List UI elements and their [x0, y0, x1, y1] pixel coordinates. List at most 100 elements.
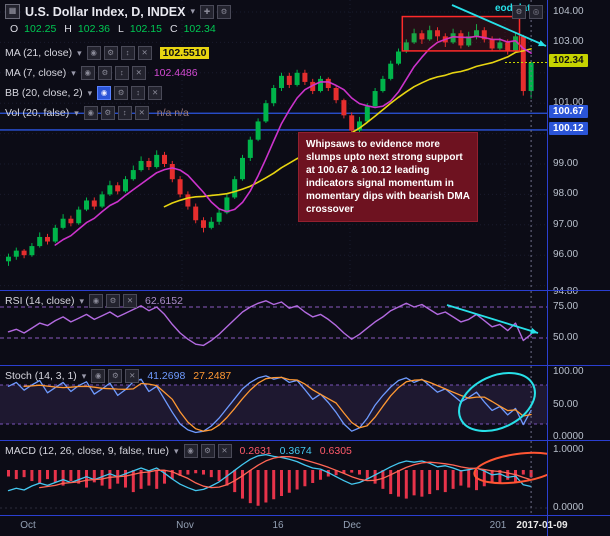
- rsi-arrow[interactable]: [446, 304, 539, 334]
- gear-icon[interactable]: ⚙: [103, 46, 118, 60]
- price-axis[interactable]: 104.00 103.00 101.00 99.00 98.00 97.00 96.00 94…: [548, 0, 610, 536]
- open-value: 102.25: [24, 23, 57, 35]
- stoch-d-line: [23, 376, 532, 432]
- close-icon[interactable]: ✕: [122, 294, 137, 308]
- chevron-down-icon[interactable]: ▾: [173, 445, 179, 456]
- bb-label[interactable]: BB (20, close, 2): [5, 87, 83, 99]
- ma7-label[interactable]: MA (7, close): [5, 67, 67, 79]
- stoch-ellipse[interactable]: [450, 366, 544, 441]
- stoch-panel[interactable]: Stoch (14, 3, 1) ▾ ◉ ⚙ ✕ 41.2698 27.2487: [0, 366, 547, 441]
- vol-label[interactable]: Vol (20, false): [5, 107, 70, 119]
- chevron-down-icon[interactable]: ▾: [190, 6, 195, 16]
- stoch-chart-svg[interactable]: [0, 366, 547, 441]
- gear-icon[interactable]: ⚙: [108, 369, 123, 383]
- close-icon[interactable]: ✕: [137, 46, 152, 60]
- vol-value: n/a n/a: [156, 107, 189, 119]
- eye-icon[interactable]: ◉: [97, 86, 112, 100]
- time-axis-label: 2017-01-09: [516, 520, 568, 531]
- price-tick: 99.00: [553, 158, 579, 169]
- macd-line-value: 0.3674: [279, 445, 312, 457]
- rsi-tick: 50.00: [553, 332, 579, 343]
- window-icon[interactable]: ▦: [5, 4, 20, 19]
- chevron-down-icon[interactable]: ▾: [77, 47, 82, 58]
- close-icon[interactable]: ✕: [125, 369, 140, 383]
- eye-icon[interactable]: ◉: [183, 444, 198, 458]
- gear-icon[interactable]: ⚙: [200, 444, 215, 458]
- stoch-label[interactable]: Stoch (14, 3, 1): [5, 370, 77, 382]
- ma21-label[interactable]: MA (21, close): [5, 47, 73, 59]
- price-tick: 96.00: [553, 249, 579, 261]
- gear-icon[interactable]: ⚙: [97, 66, 112, 80]
- macd-hist-value: 0.2631: [239, 445, 272, 457]
- rsi-panel[interactable]: RSI (14, close) ▾ ◉ ⚙ ✕ 62.6152: [0, 291, 547, 366]
- close-icon[interactable]: ✕: [217, 444, 232, 458]
- panel-top-right-buttons: ⚙ ◎: [512, 5, 543, 19]
- stoch-tick: 100.00: [553, 366, 584, 377]
- macd-chart-svg[interactable]: [0, 441, 547, 515]
- low-value: 102.15: [129, 23, 162, 35]
- price-tick: 104.00: [553, 6, 584, 17]
- snapshot-button[interactable]: ◎: [529, 5, 543, 19]
- move-icon[interactable]: ↕: [114, 66, 129, 80]
- eye-icon[interactable]: ◉: [86, 46, 101, 60]
- rsi-label[interactable]: RSI (14, close): [5, 295, 75, 307]
- close-label: C: [169, 23, 178, 35]
- chevron-down-icon[interactable]: ▾: [74, 107, 79, 118]
- close-value: 102.34: [183, 23, 216, 35]
- macd-label[interactable]: MACD (12, 26, close, 9, false, true): [5, 445, 169, 457]
- gear-icon[interactable]: ⚙: [100, 106, 115, 120]
- indicator-row-rsi: RSI (14, close) ▾ ◉ ⚙ ✕ 62.6152: [5, 294, 183, 308]
- time-axis-label: Dec: [343, 520, 361, 531]
- macd-signal-line: [39, 456, 532, 489]
- eye-icon[interactable]: ◉: [91, 369, 106, 383]
- gear-icon[interactable]: ⚙: [114, 86, 129, 100]
- move-icon[interactable]: ↕: [117, 106, 132, 120]
- panel-divider[interactable]: [0, 440, 610, 441]
- ma7-value: 102.4486: [153, 67, 198, 79]
- stoch-band: [0, 385, 547, 424]
- ma7-line: [54, 35, 532, 246]
- stoch-tick: 0.0000: [553, 431, 584, 442]
- macd-ellipse[interactable]: [472, 448, 547, 488]
- eye-icon[interactable]: ◉: [80, 66, 95, 80]
- rsi-tick: 75.00: [553, 301, 579, 312]
- indicator-row-ma7: MA (7, close) ▾ ◉ ⚙ ↕ ✕ 102.4486: [5, 66, 198, 80]
- price-tick: 103.00: [553, 36, 584, 48]
- time-axis[interactable]: Oct Nov 16 Dec 201 2017-01-09: [0, 516, 610, 536]
- move-icon[interactable]: ↕: [120, 46, 135, 60]
- time-axis-label: 201: [489, 520, 507, 531]
- close-icon[interactable]: ✕: [131, 66, 146, 80]
- add-indicator-button[interactable]: ✚: [199, 4, 214, 19]
- panel-divider[interactable]: [0, 365, 610, 366]
- chevron-down-icon[interactable]: ▾: [79, 295, 84, 306]
- high-label: H: [64, 23, 72, 35]
- settings-button[interactable]: ⚙: [512, 5, 526, 19]
- eye-icon[interactable]: ◉: [88, 294, 103, 308]
- close-icon[interactable]: ✕: [148, 86, 163, 100]
- rsi-value: 62.6152: [144, 295, 183, 307]
- open-label: O: [10, 23, 19, 35]
- annotation-note[interactable]: Whipsaws to evidence more slumps upto ne…: [298, 132, 478, 222]
- axis-divider: [547, 0, 548, 536]
- chevron-down-icon[interactable]: ▾: [71, 67, 76, 78]
- symbol-title[interactable]: U.S. Dollar Index, D, INDEX: [25, 4, 186, 19]
- time-axis-label: 16: [272, 520, 284, 531]
- close-icon[interactable]: ✕: [134, 106, 149, 120]
- gear-icon[interactable]: ⚙: [105, 294, 120, 308]
- panel-divider: [0, 515, 610, 516]
- panel-divider[interactable]: [0, 290, 610, 291]
- eye-icon[interactable]: ◉: [83, 106, 98, 120]
- macd-panel[interactable]: MACD (12, 26, close, 9, false, true) ▾ ◉…: [0, 441, 547, 515]
- consolidation-box[interactable]: [401, 15, 521, 52]
- indicator-row-ma21: MA (21, close) ▾ ◉ ⚙ ↕ ✕ 102.5510: [5, 46, 210, 60]
- ohlc-readout: O 102.25 H 102.36 L 102.15 C 102.34: [5, 23, 216, 35]
- chart-properties-button[interactable]: ⚙: [216, 4, 231, 19]
- chevron-down-icon[interactable]: ▾: [81, 370, 87, 381]
- time-axis-label: Oct: [20, 520, 36, 531]
- chevron-down-icon[interactable]: ▾: [87, 87, 93, 98]
- indicator-row-vol: Vol (20, false) ▾ ◉ ⚙ ↕ ✕ n/a n/a: [5, 106, 189, 120]
- move-icon[interactable]: ↕: [131, 86, 146, 100]
- main-chart-panel[interactable]: eod data ▦ U.S. Dollar Index, D, INDEX ▾…: [0, 0, 547, 291]
- support-price-badge: 100.12: [549, 121, 588, 135]
